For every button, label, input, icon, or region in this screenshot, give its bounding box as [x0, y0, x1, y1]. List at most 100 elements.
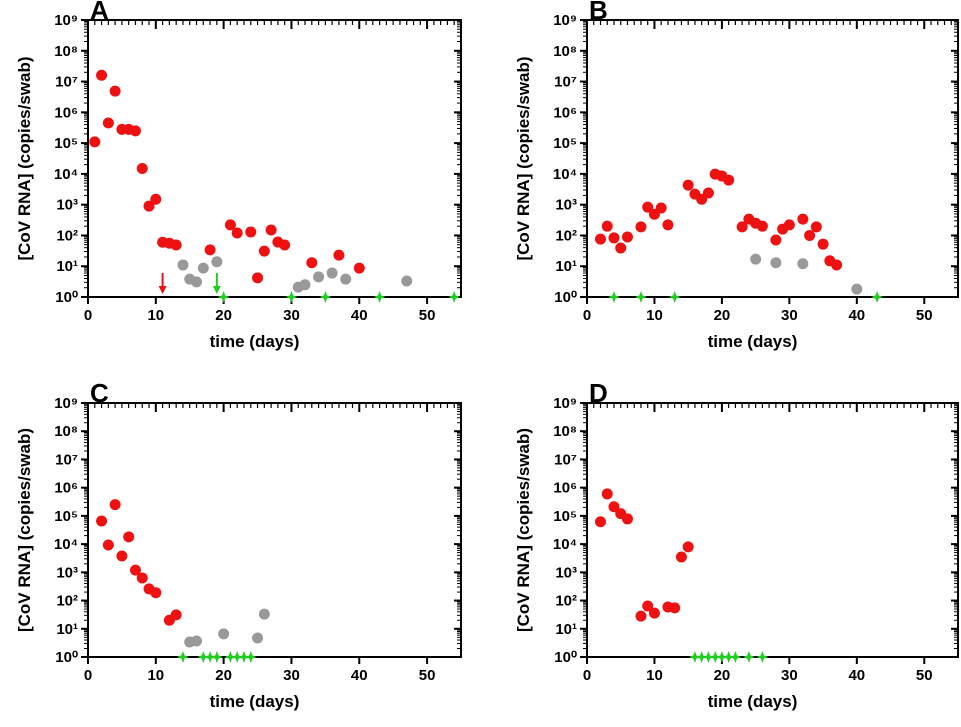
star-marker: [238, 651, 250, 663]
star-marker: [319, 291, 332, 303]
point: [265, 224, 277, 236]
y-tick-label: 10⁹: [54, 12, 78, 29]
point: [655, 202, 667, 214]
point: [150, 587, 162, 599]
y-tick-label: 10¹: [555, 258, 577, 275]
point: [783, 219, 795, 231]
point: [770, 234, 782, 246]
point: [136, 572, 148, 584]
point: [258, 245, 270, 257]
x-tick-label: 0: [583, 307, 591, 324]
y-tick-label: 10⁴: [553, 166, 577, 183]
point: [313, 271, 325, 283]
point: [170, 239, 182, 251]
y-tick-label: 10⁸: [54, 43, 78, 60]
star-marker: [729, 651, 742, 663]
point: [750, 253, 762, 265]
y-tick-label: 10⁵: [54, 508, 78, 525]
y-tick-label: 10⁶: [553, 104, 577, 121]
y-tick-label: 10²: [555, 593, 577, 610]
x-axis-label: time (days): [708, 692, 798, 711]
point: [736, 221, 748, 233]
point: [231, 227, 243, 239]
x-tick-label: 30: [283, 667, 300, 684]
point: [258, 608, 270, 620]
x-tick-label: 20: [215, 307, 232, 324]
x-tick-label: 20: [215, 667, 232, 684]
y-tick-label: 10³: [56, 197, 78, 214]
point: [642, 600, 654, 612]
y-tick-label: 10⁹: [553, 12, 577, 29]
point: [129, 125, 141, 137]
point: [224, 219, 236, 231]
star-marker: [373, 291, 386, 303]
point: [608, 501, 620, 513]
point: [197, 262, 209, 274]
point: [136, 162, 148, 174]
star-marker: [709, 651, 722, 663]
point: [129, 564, 141, 576]
plot-frame: [586, 19, 959, 298]
star-marker: [742, 651, 755, 663]
arrow: [158, 273, 167, 294]
x-tick-label: 10: [646, 307, 663, 324]
point: [252, 632, 264, 644]
point: [191, 635, 203, 647]
point: [831, 259, 843, 271]
x-tick-label: 50: [419, 307, 436, 324]
point: [353, 262, 365, 274]
point: [601, 488, 613, 500]
point: [817, 238, 829, 250]
star-marker: [210, 651, 223, 663]
point: [770, 257, 782, 269]
point: [279, 239, 291, 251]
x-tick-label: 20: [714, 307, 731, 324]
star-marker: [635, 291, 647, 303]
point: [102, 117, 114, 129]
point: [340, 273, 352, 285]
y-tick-label: 10¹: [555, 621, 577, 638]
x-axis-label: time (days): [708, 332, 798, 351]
panel-title: A: [90, 0, 109, 25]
y-tick-label: 10³: [555, 564, 577, 581]
point: [662, 219, 674, 231]
y-tick-label: 10⁷: [554, 74, 577, 91]
point: [306, 257, 318, 269]
point: [333, 249, 345, 261]
y-tick-label: 10²: [56, 593, 78, 610]
point: [675, 551, 687, 563]
x-axis-label: time (days): [210, 332, 300, 351]
star-marker: [871, 291, 884, 303]
y-tick-label: 10⁷: [554, 451, 577, 468]
arrow: [212, 273, 221, 294]
x-tick-label: 40: [351, 667, 368, 684]
x-tick-label: 50: [916, 667, 933, 684]
y-tick-label: 10⁴: [54, 166, 78, 183]
x-tick-label: 50: [916, 307, 933, 324]
point: [601, 220, 613, 232]
y-tick-label: 10⁶: [553, 480, 577, 497]
panel-title: C: [90, 378, 109, 408]
y-axis-label: [CoV RNA] (copies/swab): [15, 428, 34, 632]
x-tick-label: 0: [583, 667, 591, 684]
y-tick-label: 10⁸: [553, 423, 577, 440]
panel-title: D: [589, 378, 608, 408]
arrow-head: [212, 286, 221, 294]
x-tick-label: 40: [848, 307, 865, 324]
point: [621, 513, 633, 525]
star-marker: [695, 651, 708, 663]
y-tick-label: 10⁰: [554, 289, 577, 306]
star-marker: [197, 651, 210, 663]
point: [116, 550, 128, 562]
point: [143, 200, 155, 212]
point: [723, 174, 735, 186]
star-marker: [722, 651, 735, 663]
point: [102, 539, 114, 551]
point: [810, 221, 822, 233]
x-tick-label: 20: [714, 667, 731, 684]
y-tick-label: 10⁶: [54, 104, 78, 121]
y-tick-label: 10¹: [56, 258, 78, 275]
point: [96, 69, 108, 81]
star-marker: [668, 291, 681, 303]
point: [635, 221, 647, 233]
